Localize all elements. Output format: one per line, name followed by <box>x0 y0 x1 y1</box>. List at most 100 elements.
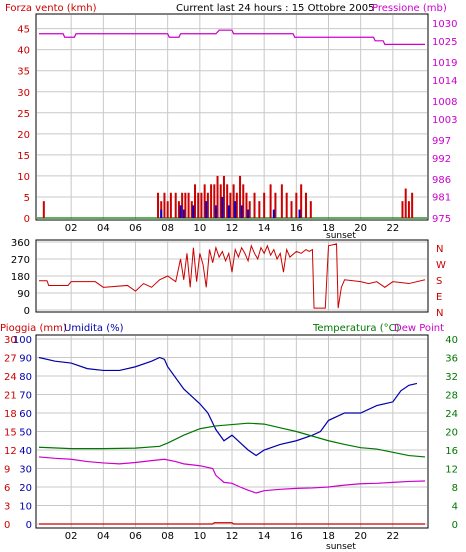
direction-tick-label: 180 <box>11 272 30 283</box>
wind-bar <box>285 192 288 218</box>
dew-point-axis-title: Dew Point <box>394 323 444 334</box>
pressure-tick-label: 1019 <box>432 58 457 69</box>
wind-bar <box>263 192 266 218</box>
x-tick-label: 02 <box>65 223 78 234</box>
wind-tick-label: 25 <box>17 109 30 120</box>
wind-tick-label: 45 <box>17 25 30 36</box>
rain-axis-title: Pioggia (mm) <box>0 323 67 334</box>
temperature-tick-label: 20 <box>445 428 458 439</box>
wind-tick-label: 15 <box>17 151 30 162</box>
wind-speed-title: Forza vento (kmh) <box>5 3 97 14</box>
direction-panel-frame <box>35 239 429 313</box>
wind-bar <box>232 184 235 218</box>
humidity-tick-label: 70 <box>19 391 32 402</box>
x-tick-label: 14 <box>258 531 271 542</box>
direction-tick-label: 90 <box>17 289 30 300</box>
temperature-tick-label: 16 <box>445 446 458 457</box>
gust-bar <box>214 205 217 218</box>
gust-bar <box>247 209 250 218</box>
x-tick-label: 14 <box>258 223 271 234</box>
x-tick-label: 20 <box>354 223 367 234</box>
gust-bar <box>272 209 275 218</box>
direction-tick-label: 360 <box>11 238 30 249</box>
direction-tick-label: 0 <box>24 306 30 317</box>
temperature-tick-label: 8 <box>452 483 458 494</box>
humidity-tick-label: 30 <box>19 465 32 476</box>
sunset-label-top: sunset <box>326 231 356 241</box>
wind-bar <box>219 184 222 218</box>
wind-bar <box>253 192 256 218</box>
wind-bar <box>197 192 200 218</box>
wind-bar <box>166 201 169 218</box>
wind-bar <box>222 175 225 218</box>
wind-bar <box>174 192 177 218</box>
wind-bar <box>248 201 251 218</box>
wind-bar <box>184 192 187 218</box>
compass-label: S <box>436 276 442 287</box>
humidity-tick-label: 20 <box>19 483 32 494</box>
x-tick-label: 08 <box>161 531 174 542</box>
wind-tick-label: 35 <box>17 67 30 78</box>
x-tick-label: 12 <box>226 531 239 542</box>
x-tick-label: 22 <box>386 531 399 542</box>
wind-bar <box>245 192 248 218</box>
rain-tick-label: 9 <box>4 465 10 476</box>
pressure-line <box>39 29 425 45</box>
wind-bar <box>295 192 298 218</box>
x-tick-label: 12 <box>226 223 239 234</box>
compass-label: E <box>436 292 442 303</box>
wind-bar <box>274 192 277 218</box>
rain-tick-label: 0 <box>4 520 10 531</box>
compass-label: N <box>436 244 443 255</box>
x-tick-label: 16 <box>290 223 303 234</box>
pressure-tick-label: 975 <box>432 214 451 225</box>
pressure-tick-label: 1008 <box>432 97 457 108</box>
wind-bar <box>235 192 238 218</box>
humidity-tick-label: 10 <box>19 502 32 513</box>
temperature-line <box>38 422 426 458</box>
wind-bar <box>309 201 312 218</box>
humidity-tick-label: 50 <box>19 428 32 439</box>
rain-tick-label: 12 <box>4 446 17 457</box>
sunset-label-bottom: sunset <box>326 542 356 552</box>
temperature-tick-label: 40 <box>445 335 458 346</box>
wind-bar <box>157 192 160 218</box>
wind-bar <box>187 192 190 218</box>
humidity-tick-label: 100 <box>13 335 32 346</box>
gust-bar <box>234 201 237 218</box>
rain-tick-label: 6 <box>4 483 10 494</box>
chart-period-title: Current last 24 hours : 15 Ottobre 2005 <box>176 3 374 14</box>
humidity-tick-label: 80 <box>19 372 32 383</box>
rain-tick-label: 15 <box>4 428 17 439</box>
direction-tick-label: 270 <box>11 255 30 266</box>
wind-bar <box>42 201 45 218</box>
wind-bar <box>163 192 166 218</box>
wind-bar <box>206 192 209 218</box>
gust-bar <box>227 205 230 218</box>
gust-bar <box>221 196 224 218</box>
wind-bar <box>213 184 216 218</box>
pressure-title: Pressione (mb) <box>372 3 447 14</box>
wind-tick-label: 20 <box>17 130 30 141</box>
temperature-tick-label: 4 <box>452 502 458 513</box>
pressure-tick-label: 1025 <box>432 37 457 48</box>
humidity-tick-label: 60 <box>19 409 32 420</box>
gust-bar <box>205 201 208 218</box>
humidity-tick-label: 0 <box>26 520 32 531</box>
x-tick-label: 18 <box>322 223 335 234</box>
gust-bar <box>240 205 243 218</box>
rain-tick-label: 30 <box>4 335 17 346</box>
x-tick-label: 04 <box>97 223 110 234</box>
gust-bar <box>179 205 182 218</box>
wind-bar <box>407 201 410 218</box>
x-tick-label: 18 <box>322 531 335 542</box>
x-tick-label: 20 <box>354 531 367 542</box>
temperature-tick-label: 12 <box>445 465 458 476</box>
temperature-tick-label: 28 <box>445 391 458 402</box>
wind-bar <box>404 188 407 218</box>
rain-tick-label: 27 <box>4 354 17 365</box>
gust-bar <box>298 209 301 218</box>
wind-tick-label: 40 <box>17 46 30 57</box>
x-tick-label: 16 <box>290 531 303 542</box>
